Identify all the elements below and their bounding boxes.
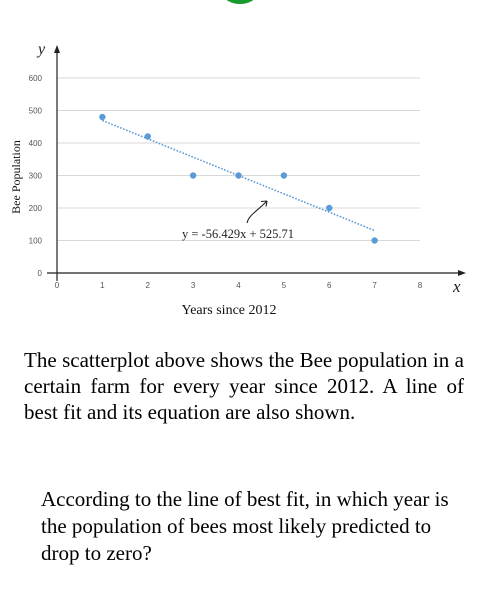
question-context: The scatterplot above shows the Bee popu… bbox=[24, 348, 464, 424]
y-tick-label: 0 bbox=[38, 269, 43, 278]
data-point bbox=[235, 172, 242, 179]
y-tick-label: 100 bbox=[29, 237, 43, 246]
tick-labels: 0 100 200 300 400 500 600 0 1 2 3 4 5 6 7 8 bbox=[29, 74, 423, 290]
y-tick-label: 300 bbox=[29, 172, 43, 181]
data-point bbox=[326, 204, 333, 212]
data-point bbox=[189, 172, 197, 179]
data-point bbox=[371, 237, 378, 244]
question-prompt: According to the line of best fit, in wh… bbox=[41, 487, 449, 565]
data-point bbox=[280, 172, 288, 179]
scatter-chart: y x 0 100 200 300 400 500 600 0 1 2 3 4 5 6 7 8 y = -56… bbox=[9, 41, 466, 318]
x-tick-label: 3 bbox=[191, 281, 196, 290]
x-axis-arrow-icon bbox=[458, 270, 466, 276]
x-tick-label: 0 bbox=[55, 281, 60, 290]
y-tick-label: 600 bbox=[29, 74, 43, 83]
green-circle-icon bbox=[219, 0, 261, 4]
y-tick-label: 400 bbox=[29, 139, 43, 148]
annotation-arrow-icon bbox=[246, 200, 268, 224]
x-axis-symbol: x bbox=[452, 277, 461, 296]
y-axis-label: Bee Population bbox=[9, 140, 23, 214]
x-tick-label: 2 bbox=[146, 281, 151, 290]
data-point bbox=[99, 113, 106, 121]
x-tick-label: 7 bbox=[372, 281, 377, 290]
data-point bbox=[144, 133, 151, 140]
y-tick-label: 200 bbox=[29, 204, 43, 213]
grid bbox=[57, 77, 420, 241]
data-points bbox=[99, 113, 378, 244]
axes: y x bbox=[36, 41, 466, 296]
x-tick-label: 5 bbox=[282, 281, 287, 290]
y-axis-symbol: y bbox=[36, 41, 46, 58]
x-tick-label: 8 bbox=[418, 281, 423, 290]
trendline-equation: y = -56.429x + 525.71 bbox=[182, 227, 294, 241]
x-tick-label: 6 bbox=[327, 281, 332, 290]
y-axis-arrow-icon bbox=[54, 45, 60, 53]
x-axis-label: Years since 2012 bbox=[181, 303, 276, 318]
x-tick-label: 4 bbox=[236, 281, 241, 290]
x-tick-label: 1 bbox=[100, 281, 105, 290]
y-tick-label: 500 bbox=[29, 107, 43, 116]
